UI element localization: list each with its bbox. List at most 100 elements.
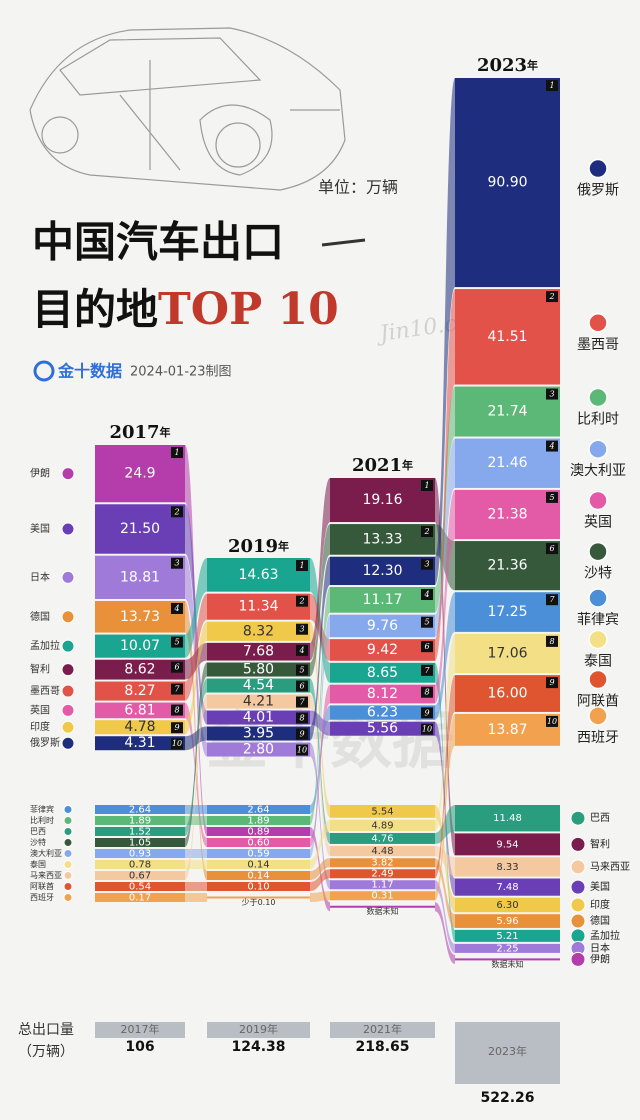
bar bbox=[95, 555, 185, 599]
value-label: 6.23 bbox=[367, 705, 398, 721]
car-sketch bbox=[29, 27, 346, 191]
rank-badge bbox=[421, 723, 433, 735]
bar bbox=[330, 869, 435, 879]
bar bbox=[330, 524, 435, 555]
bar bbox=[95, 659, 185, 680]
year-unit: 年 bbox=[160, 425, 171, 439]
value-label: 4.89 bbox=[371, 820, 393, 831]
country-label: 马来西亚 bbox=[590, 861, 630, 873]
bar bbox=[95, 736, 185, 751]
value-label: 19.16 bbox=[362, 492, 402, 508]
year-unit: 年 bbox=[527, 58, 538, 72]
rank-badge bbox=[171, 738, 183, 750]
ribbon bbox=[185, 860, 207, 869]
value-label: 4.01 bbox=[243, 710, 274, 726]
bar bbox=[207, 662, 310, 677]
flag bbox=[63, 849, 73, 858]
bar bbox=[207, 827, 310, 836]
source-logo bbox=[33, 360, 55, 382]
country-label: 西班牙 bbox=[30, 892, 54, 902]
flag bbox=[61, 610, 75, 624]
bar bbox=[330, 832, 435, 844]
rank: 4 bbox=[423, 590, 429, 599]
total-value: 218.65 bbox=[355, 1039, 409, 1055]
rank: 6 bbox=[549, 544, 554, 553]
country-label: 巴西 bbox=[590, 812, 610, 824]
year: 2023 bbox=[488, 1045, 516, 1058]
year-unit: 年 bbox=[516, 1044, 527, 1058]
bar bbox=[330, 891, 435, 901]
rank-badge bbox=[421, 480, 433, 491]
value-label: 3.95 bbox=[243, 726, 274, 742]
country-label: 孟加拉 bbox=[590, 929, 620, 942]
flag bbox=[588, 629, 608, 650]
bar bbox=[330, 556, 435, 586]
country-label: 美国 bbox=[590, 880, 610, 893]
rank: 6 bbox=[299, 682, 304, 691]
flag bbox=[570, 810, 586, 826]
ribbon bbox=[310, 891, 330, 902]
country-label: 印度 bbox=[590, 898, 610, 911]
country-label: 德国 bbox=[30, 610, 50, 623]
value-label: 1.05 bbox=[129, 838, 151, 849]
value-label: 9.42 bbox=[367, 642, 398, 658]
ribbon bbox=[310, 478, 330, 661]
unknown-bar bbox=[207, 896, 310, 899]
total-box bbox=[330, 1022, 435, 1038]
value-label: 11.48 bbox=[493, 813, 522, 824]
rank-badge bbox=[171, 704, 183, 716]
value-label: 0.54 bbox=[129, 882, 151, 893]
country-label: 孟加拉 bbox=[30, 639, 60, 652]
ribbon bbox=[185, 805, 207, 814]
bar bbox=[95, 849, 185, 858]
rank-badge bbox=[546, 677, 558, 689]
bar bbox=[330, 705, 435, 720]
value-label: 4.21 bbox=[243, 694, 274, 710]
ribbon bbox=[185, 882, 207, 891]
ribbon bbox=[310, 858, 330, 880]
flag bbox=[61, 684, 75, 698]
flag bbox=[588, 588, 608, 608]
value-label: 0.67 bbox=[129, 871, 151, 882]
rank: 7 bbox=[174, 685, 180, 694]
rank-badge bbox=[171, 557, 183, 569]
value-label: 少于0.10 bbox=[242, 898, 276, 907]
rank: 4 bbox=[173, 604, 179, 613]
date: 2024-01-23制图 bbox=[130, 365, 232, 380]
bar bbox=[330, 819, 435, 831]
rank: 2 bbox=[173, 507, 179, 516]
bar bbox=[207, 871, 310, 880]
value-label: 90.90 bbox=[487, 175, 527, 191]
value-label: 4.31 bbox=[124, 735, 155, 751]
year-unit: 年 bbox=[149, 1022, 160, 1036]
bar bbox=[330, 721, 435, 736]
rank-badge bbox=[546, 388, 558, 400]
ribbon bbox=[435, 438, 455, 638]
rank: 9 bbox=[299, 730, 304, 739]
flag bbox=[63, 805, 73, 814]
country-label: 墨西哥 bbox=[30, 685, 60, 697]
year-unit: 年 bbox=[267, 1022, 278, 1036]
rank: 3 bbox=[549, 390, 554, 399]
bar bbox=[330, 587, 435, 613]
rank-badge bbox=[546, 291, 558, 303]
bar bbox=[455, 929, 560, 942]
bar bbox=[207, 742, 310, 757]
value-label: 9.76 bbox=[367, 618, 398, 634]
bar bbox=[455, 833, 560, 856]
year-unit: 年 bbox=[391, 1022, 402, 1036]
rank: 6 bbox=[424, 642, 429, 651]
bar bbox=[455, 878, 560, 896]
bar bbox=[455, 386, 560, 437]
bar bbox=[207, 849, 310, 858]
flag bbox=[61, 467, 75, 481]
bar bbox=[455, 914, 560, 928]
rank: 1 bbox=[424, 481, 429, 490]
value-label: 5.21 bbox=[496, 931, 518, 942]
rank: 4 bbox=[548, 442, 554, 451]
ribbon bbox=[435, 289, 455, 661]
rank-badge bbox=[171, 661, 183, 673]
rank-badge bbox=[296, 644, 308, 656]
flag bbox=[588, 706, 608, 726]
